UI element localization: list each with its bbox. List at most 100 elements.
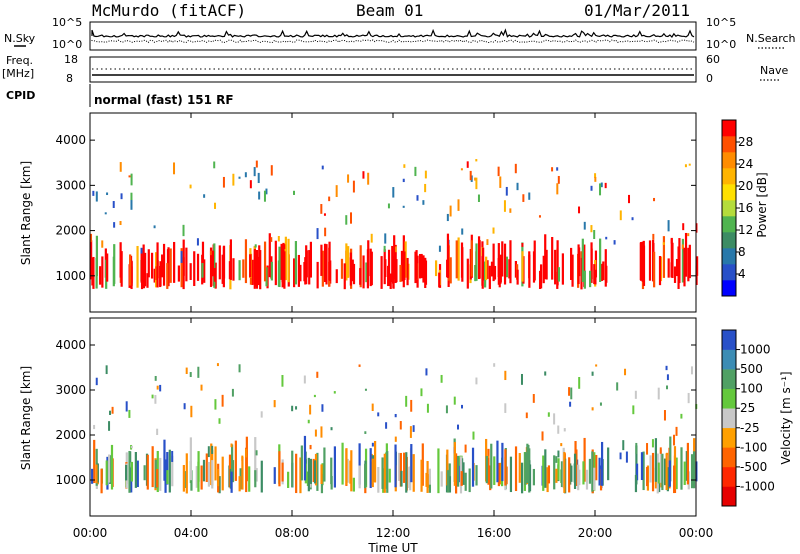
echo-cell [281, 374, 284, 387]
echo-cell [542, 255, 545, 284]
echo-cell [90, 240, 93, 280]
echo-cell [146, 454, 149, 490]
y-tick-label: 2000 [55, 428, 86, 442]
echo-cell [255, 450, 258, 456]
echo-cell [238, 176, 241, 179]
echo-cell [675, 457, 678, 490]
echo-cell [129, 254, 132, 286]
echo-cell [557, 175, 560, 184]
echo-cell [457, 455, 460, 487]
echo-cell [173, 241, 176, 283]
echo-cell [140, 247, 143, 254]
noise-traces [91, 28, 695, 44]
echo-cell [270, 165, 273, 176]
echo-cell [487, 455, 490, 459]
echo-cell [487, 448, 490, 485]
cpid-value: normal (fast) 151 RF [94, 93, 234, 107]
echo-cell [583, 270, 586, 289]
echo-cell [128, 409, 131, 418]
echo-cell [668, 460, 671, 487]
echo-cell [362, 255, 365, 289]
echo-cell [521, 251, 524, 282]
colorbar-tick-label: 8 [738, 245, 746, 259]
echo-cell [281, 462, 284, 482]
echo-cell [684, 232, 688, 277]
colorbar-segment [722, 408, 736, 429]
noise-log-tick-high-left: 10^5 [52, 16, 82, 29]
echo-cell [291, 450, 294, 488]
echo-cell [260, 411, 263, 418]
echo-cell [419, 254, 422, 279]
echo-cell [414, 166, 417, 177]
echo-cell [380, 256, 383, 289]
echo-cell [370, 233, 373, 243]
echo-cell [482, 247, 485, 281]
echo-cell [214, 267, 217, 282]
echo-cell [544, 234, 547, 280]
colorbar-frame [721, 329, 737, 507]
echo-cell [171, 455, 174, 487]
echo-cell [211, 250, 215, 277]
echo-cell [421, 443, 424, 486]
echo-cell [394, 444, 397, 488]
echo-cell [659, 449, 662, 483]
echo-cell [642, 245, 646, 286]
echo-cell [265, 188, 268, 195]
echo-cell [242, 259, 245, 278]
echo-cell [196, 238, 199, 246]
echo-cell [486, 239, 489, 246]
echo-cell [570, 247, 573, 280]
colorbar-segment [722, 330, 736, 350]
colorbar-segment [722, 120, 736, 137]
echo-cell [557, 425, 560, 434]
echo-cell [642, 451, 645, 491]
echo-cell [185, 453, 188, 494]
echo-cell [257, 172, 260, 184]
echo-cell [688, 163, 691, 166]
echo-cell [602, 261, 605, 281]
echo-cell [509, 456, 513, 493]
echo-cell [646, 467, 649, 487]
station-title: McMurdo (fitACF) [92, 1, 246, 20]
echo-cell [657, 462, 660, 484]
echo-cell [635, 463, 639, 481]
echo-cell [555, 456, 558, 463]
echo-cell [571, 254, 574, 287]
echo-cell [600, 263, 603, 281]
echo-cell [622, 440, 625, 451]
echo-cell [93, 439, 96, 483]
echo-cell [351, 259, 354, 282]
echo-cell [594, 269, 597, 285]
echo-cell [166, 263, 169, 289]
echo-cell [119, 162, 122, 172]
echo-cell [383, 249, 386, 285]
echo-cell [659, 447, 662, 454]
echo-cell [405, 452, 408, 493]
echo-cell [695, 265, 698, 285]
echo-cell [345, 215, 348, 225]
echo-cell [130, 445, 133, 449]
echo-cell [599, 238, 602, 283]
echo-cell [113, 244, 116, 284]
velocity-colorbar: 1000 500 100 25 -25 -100 -500 -1000 [721, 329, 775, 507]
echo-cell [653, 197, 656, 202]
echo-cell [546, 467, 549, 493]
echo-cell [688, 244, 691, 279]
echo-cell [164, 459, 167, 493]
echo-cell [284, 236, 287, 281]
y-tick-label: 1000 [55, 269, 86, 283]
echo-cell [547, 412, 550, 417]
echo-cell [464, 472, 467, 491]
echo-cell [514, 163, 517, 174]
echo-cell [475, 465, 478, 486]
echo-cell [305, 250, 308, 278]
echo-cell [557, 458, 560, 481]
echo-cell [528, 464, 532, 492]
echo-cell [577, 464, 580, 491]
echo-cell [90, 233, 93, 243]
echo-cell [293, 258, 296, 288]
echo-cell [561, 253, 564, 285]
echo-cell [352, 477, 355, 492]
echo-cell [397, 452, 401, 481]
echo-cell [556, 167, 559, 171]
